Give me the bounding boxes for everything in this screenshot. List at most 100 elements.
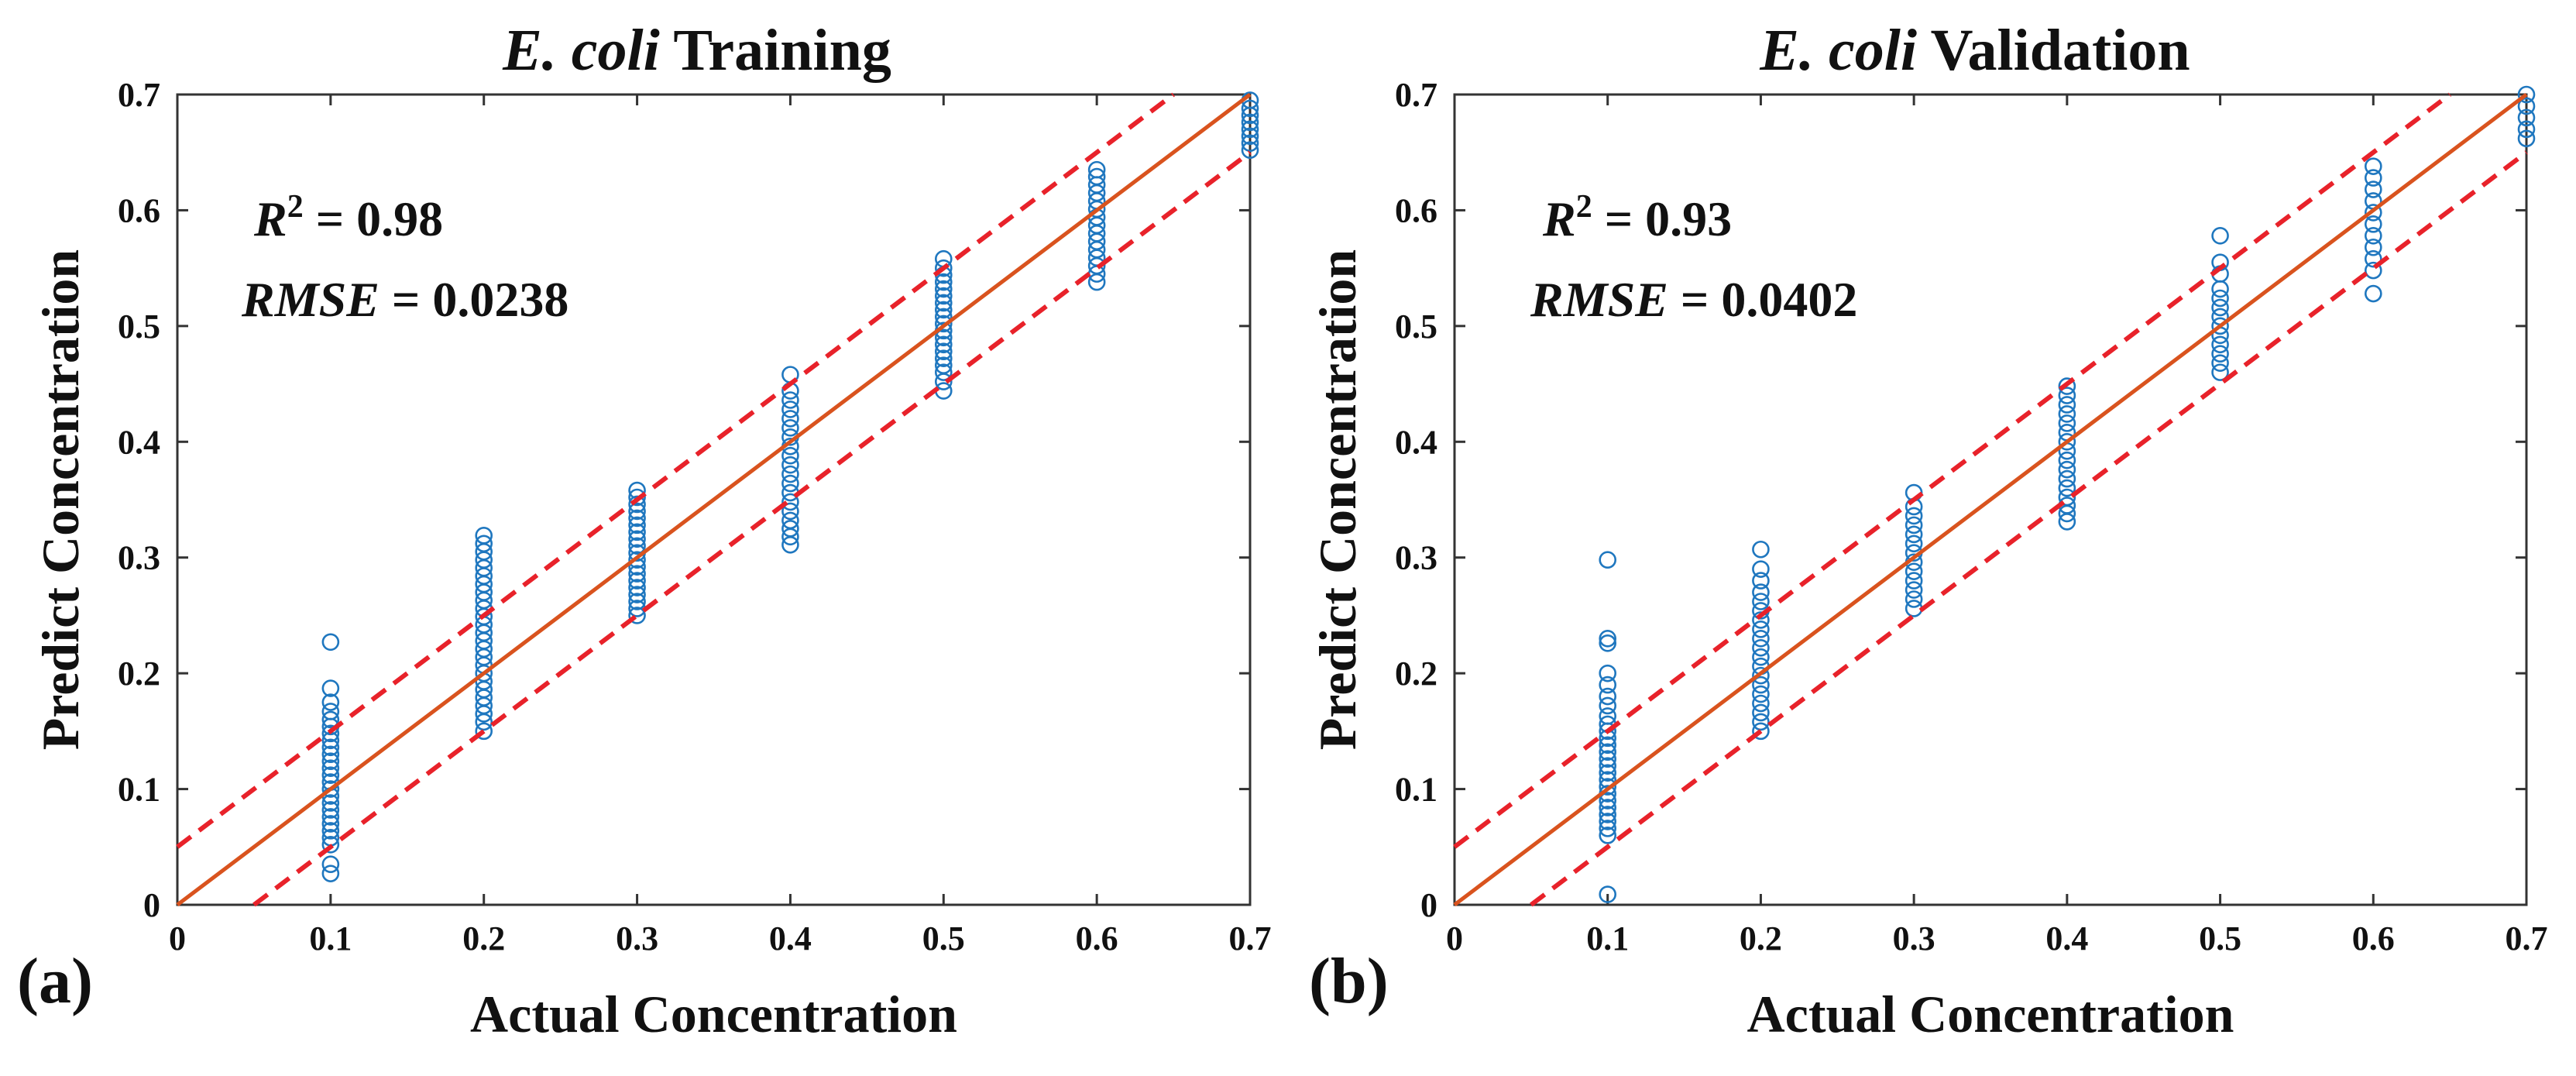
data-point bbox=[1599, 634, 1617, 652]
data-point bbox=[2364, 249, 2382, 268]
ideal-fit-line bbox=[1453, 93, 2528, 906]
y-tick-label: 0.1 bbox=[1395, 771, 1437, 809]
data-point bbox=[321, 679, 340, 697]
data-point bbox=[1599, 827, 1617, 844]
data-point bbox=[628, 495, 646, 514]
data-point bbox=[1599, 707, 1617, 725]
data-point bbox=[781, 511, 799, 530]
data-point bbox=[2517, 129, 2536, 148]
data-point bbox=[321, 745, 340, 764]
data-point bbox=[628, 509, 646, 528]
data-point bbox=[2364, 215, 2382, 233]
error-bound-line bbox=[176, 92, 1175, 849]
data-point bbox=[321, 633, 340, 651]
data-point bbox=[321, 801, 340, 819]
data-point bbox=[1752, 638, 1770, 657]
data-point bbox=[1752, 722, 1770, 741]
data-point bbox=[1599, 750, 1617, 768]
y-tick-label: 0.2 bbox=[1395, 655, 1437, 693]
data-point bbox=[2211, 363, 2229, 381]
x-tick-label: 0.7 bbox=[2506, 920, 2548, 957]
r-squared-annotation: R2 = 0.98 bbox=[253, 189, 443, 246]
data-point bbox=[475, 527, 493, 545]
x-tick-label: 0.7 bbox=[1229, 920, 1272, 957]
data-point bbox=[321, 855, 340, 873]
data-point bbox=[1752, 666, 1770, 685]
data-point bbox=[1752, 685, 1770, 703]
data-point bbox=[781, 391, 799, 409]
data-point bbox=[1241, 134, 1259, 153]
x-tick-label: 0.2 bbox=[462, 920, 505, 957]
data-point bbox=[321, 759, 340, 777]
r-squared-annotation: R2 = 0.93 bbox=[1542, 189, 1732, 246]
data-point bbox=[2058, 460, 2076, 479]
data-point bbox=[2364, 284, 2382, 303]
data-point bbox=[628, 537, 646, 555]
data-point bbox=[1599, 820, 1617, 837]
data-point bbox=[1599, 687, 1617, 706]
data-point bbox=[2058, 405, 2076, 423]
data-point bbox=[1599, 630, 1617, 648]
data-point bbox=[2058, 469, 2076, 488]
data-point bbox=[2211, 317, 2229, 335]
data-point bbox=[934, 315, 953, 333]
y-tick-label: 0 bbox=[1420, 886, 1437, 924]
data-point bbox=[1905, 581, 1923, 599]
data-point bbox=[2364, 180, 2382, 198]
rmse-value: 0.0402 bbox=[1721, 272, 1857, 327]
data-point bbox=[628, 502, 646, 521]
data-point bbox=[475, 535, 493, 553]
rmse-equals: = bbox=[1668, 272, 1721, 327]
data-point bbox=[2058, 387, 2076, 404]
data-point bbox=[934, 287, 953, 305]
data-point bbox=[2364, 169, 2382, 187]
data-point bbox=[934, 342, 953, 361]
data-point bbox=[1752, 676, 1770, 694]
data-point bbox=[1241, 120, 1259, 139]
x-tick-label: 0.6 bbox=[1076, 920, 1118, 957]
data-point bbox=[1905, 516, 1923, 535]
data-point bbox=[2211, 298, 2229, 317]
y-axis-label: Predict Concentration bbox=[1308, 249, 1367, 751]
data-point bbox=[1599, 551, 1617, 569]
y-tick-label: 0.4 bbox=[1395, 423, 1437, 461]
data-point bbox=[628, 488, 646, 507]
data-point bbox=[934, 356, 953, 374]
r-squared-value: 0.93 bbox=[1645, 191, 1732, 246]
x-tick-label: 0.1 bbox=[1586, 920, 1629, 957]
data-point bbox=[1599, 736, 1617, 755]
x-axis-label: Actual Concentration bbox=[470, 985, 957, 1043]
data-point bbox=[781, 400, 799, 418]
data-point bbox=[2364, 238, 2382, 256]
data-point bbox=[321, 808, 340, 826]
data-point bbox=[321, 710, 340, 729]
r-squared-symbol: R bbox=[1542, 191, 1576, 246]
data-point bbox=[1752, 630, 1770, 648]
data-point bbox=[1599, 743, 1617, 761]
data-point bbox=[628, 530, 646, 548]
x-tick-label: 0.1 bbox=[309, 920, 352, 957]
data-point bbox=[781, 520, 799, 538]
data-point bbox=[781, 502, 799, 521]
data-point bbox=[628, 579, 646, 596]
r-squared-symbol: R bbox=[253, 191, 287, 246]
r-squared-value: 0.98 bbox=[356, 191, 443, 246]
data-point bbox=[321, 815, 340, 833]
data-point bbox=[321, 752, 340, 771]
data-point bbox=[628, 523, 646, 541]
y-tick-label: 0.5 bbox=[118, 308, 160, 345]
x-tick-label: 0 bbox=[1446, 920, 1463, 957]
data-point bbox=[1752, 572, 1770, 590]
data-point bbox=[321, 738, 340, 757]
data-point bbox=[2517, 108, 2536, 127]
data-point bbox=[1087, 160, 1106, 179]
data-point bbox=[321, 822, 340, 840]
error-bound-line bbox=[252, 150, 1252, 907]
r-squared-equals: = bbox=[304, 191, 356, 246]
data-point bbox=[321, 724, 340, 743]
error-bound-line bbox=[1530, 150, 2528, 907]
data-point bbox=[934, 335, 953, 354]
x-tick-label: 0.5 bbox=[922, 920, 965, 957]
data-point bbox=[934, 294, 953, 312]
